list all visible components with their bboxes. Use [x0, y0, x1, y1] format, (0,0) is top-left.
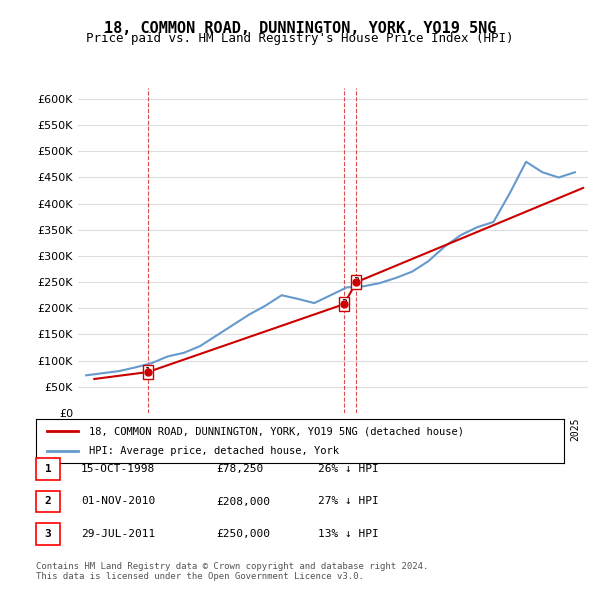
Text: HPI: Average price, detached house, York: HPI: Average price, detached house, York	[89, 446, 339, 455]
Text: £250,000: £250,000	[216, 529, 270, 539]
Text: £78,250: £78,250	[216, 464, 263, 474]
Text: £208,000: £208,000	[216, 497, 270, 506]
Text: 29-JUL-2011: 29-JUL-2011	[81, 529, 155, 539]
Text: 26% ↓ HPI: 26% ↓ HPI	[318, 464, 379, 474]
Text: Contains HM Land Registry data © Crown copyright and database right 2024.
This d: Contains HM Land Registry data © Crown c…	[36, 562, 428, 581]
Text: 2: 2	[44, 497, 52, 506]
Text: 3: 3	[353, 277, 359, 287]
Text: 18, COMMON ROAD, DUNNINGTON, YORK, YO19 5NG (detached house): 18, COMMON ROAD, DUNNINGTON, YORK, YO19 …	[89, 427, 464, 436]
Text: 2: 2	[341, 299, 347, 309]
Text: 1: 1	[44, 464, 52, 474]
Text: 18, COMMON ROAD, DUNNINGTON, YORK, YO19 5NG: 18, COMMON ROAD, DUNNINGTON, YORK, YO19 …	[104, 21, 496, 35]
Text: Price paid vs. HM Land Registry's House Price Index (HPI): Price paid vs. HM Land Registry's House …	[86, 32, 514, 45]
Text: 27% ↓ HPI: 27% ↓ HPI	[318, 497, 379, 506]
Text: 15-OCT-1998: 15-OCT-1998	[81, 464, 155, 474]
Text: 13% ↓ HPI: 13% ↓ HPI	[318, 529, 379, 539]
Text: 3: 3	[44, 529, 52, 539]
Text: 01-NOV-2010: 01-NOV-2010	[81, 497, 155, 506]
Text: 1: 1	[145, 367, 151, 377]
